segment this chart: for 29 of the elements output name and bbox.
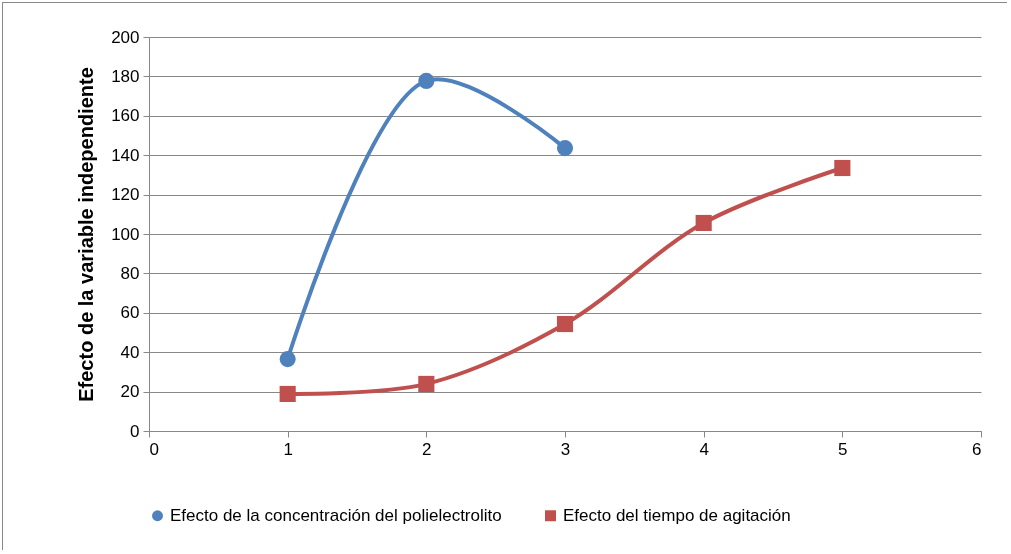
- y-tick-label: 60: [120, 303, 140, 323]
- x-tick-label: 0: [149, 439, 159, 459]
- point: [556, 315, 574, 333]
- y-tick-label: 0: [130, 421, 140, 441]
- x-tick-label: 1: [283, 439, 293, 459]
- point: [556, 140, 574, 157]
- x-tick-label: 5: [838, 439, 848, 459]
- y-tick-label: 40: [120, 342, 140, 362]
- point: [279, 351, 296, 368]
- x-tick-label: 2: [422, 439, 432, 459]
- y-tick-label: 180: [111, 66, 140, 86]
- point: [418, 72, 435, 89]
- x-tick-label: 4: [699, 439, 709, 459]
- y-tick-label: 160: [111, 106, 140, 126]
- y-tick-label: 100: [111, 224, 140, 244]
- y-axis-title: Efecto de la variable independiente: [75, 67, 98, 402]
- point: [418, 375, 435, 392]
- legend-label: Efecto de la concentración del polielectrolito: [170, 505, 502, 525]
- y-tick-label: 200: [111, 27, 140, 47]
- y-tick-label: 120: [111, 185, 140, 205]
- point: [834, 159, 851, 177]
- point: [695, 214, 712, 232]
- legend-label: Efecto del tiempo de agitación: [563, 505, 791, 525]
- y-tick-label: 80: [120, 263, 140, 283]
- x-tick-label: 6: [972, 439, 982, 459]
- y-tick-label: 20: [120, 382, 140, 402]
- point: [279, 385, 296, 403]
- y-tick-label: 140: [111, 145, 140, 165]
- x-tick-label: 3: [560, 439, 571, 459]
